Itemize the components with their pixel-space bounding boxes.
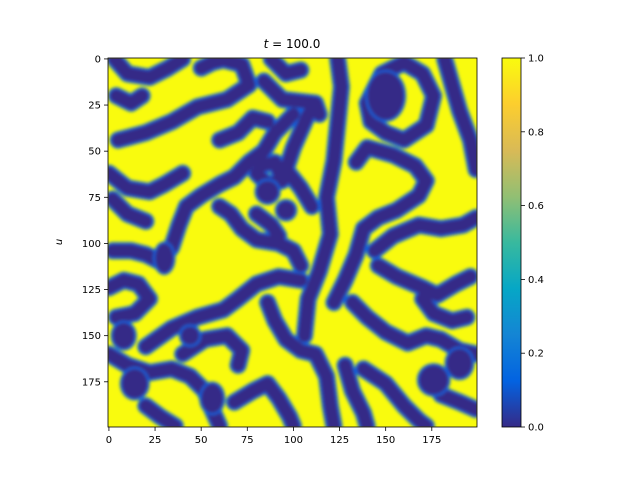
- field-spot: [367, 71, 405, 120]
- field-spot: [112, 322, 135, 349]
- x-tick-label: 125: [330, 435, 349, 446]
- field-valley: [298, 58, 348, 343]
- field-valley: [250, 207, 286, 243]
- field-valley: [371, 259, 477, 302]
- colorbar-tick-label: 0.4: [528, 275, 544, 286]
- colorbar: [501, 57, 522, 428]
- field-valley: [264, 58, 308, 81]
- field-spot: [276, 200, 296, 220]
- x-axis: 0 25 50 75 100 125 150 175: [106, 427, 441, 446]
- colorbar-axis: 0.0 0.2 0.4 0.6 0.8 1.0: [521, 54, 544, 434]
- y-tick-label: 150: [82, 331, 101, 342]
- colorbar-tick-label: 0.0: [528, 423, 544, 434]
- field-valley: [111, 58, 256, 147]
- x-tick-label: 75: [241, 435, 254, 446]
- y-tick-label: 100: [82, 239, 101, 250]
- x-tick-label: 50: [195, 435, 208, 446]
- field-spot: [180, 326, 200, 345]
- y-tick-label: 25: [88, 101, 101, 112]
- field-valley: [176, 329, 249, 372]
- field-valley: [108, 166, 190, 199]
- x-tick-label: 150: [376, 435, 395, 446]
- y-axis: 0 25 50 75 100 125 150 175: [82, 54, 108, 388]
- title-variable: t: [264, 37, 270, 51]
- field-spot: [256, 180, 279, 203]
- field-valley: [213, 111, 275, 147]
- field-valley: [438, 58, 477, 177]
- field-spot: [155, 243, 174, 273]
- field-valley: [108, 58, 190, 84]
- field-valley: [139, 270, 308, 354]
- field-valley: [213, 200, 308, 273]
- field-spot: [446, 348, 473, 379]
- x-tick-label: 0: [106, 435, 112, 446]
- heatmap-field: [108, 58, 477, 427]
- x-tick-label: 100: [284, 435, 303, 446]
- field-valley: [108, 273, 156, 324]
- colorbar-tick-label: 0.6: [528, 201, 544, 212]
- y-tick-label: 75: [88, 193, 101, 204]
- y-tick-label: 175: [82, 377, 101, 388]
- x-tick-label: 25: [149, 435, 162, 446]
- field-valley: [227, 377, 300, 427]
- field-spot: [201, 383, 224, 414]
- field-valley: [139, 399, 182, 427]
- field-valley: [434, 388, 477, 416]
- field-valley: [416, 292, 474, 328]
- field-valley: [360, 58, 441, 147]
- colorbar-tick-label: 0.2: [528, 349, 544, 360]
- plot-frame: [107, 57, 478, 428]
- field-valley: [108, 192, 153, 228]
- y-tick-label: 125: [82, 285, 101, 296]
- chart-title: t = 100.0: [264, 37, 321, 51]
- field-valley: [257, 74, 326, 121]
- field-valley: [261, 296, 341, 427]
- x-tick-label: 175: [422, 435, 441, 446]
- title-value: = 100.0: [268, 37, 320, 51]
- field-spot: [121, 368, 148, 399]
- field-valley: [108, 107, 300, 269]
- heatmap: [108, 58, 477, 427]
- field-valley: [357, 362, 433, 427]
- field-valley: [368, 211, 477, 258]
- field-valley: [109, 89, 149, 110]
- colorbar-tick-label: 0.8: [528, 127, 544, 138]
- field-valley: [327, 141, 433, 309]
- field-valley: [279, 107, 319, 213]
- y-tick-label: 50: [88, 147, 101, 158]
- colorbar-tick-label: 1.0: [528, 54, 544, 65]
- y-tick-label: 0: [95, 54, 101, 65]
- field-valley: [338, 358, 374, 427]
- field-spot: [418, 365, 449, 395]
- y-axis-label: u: [54, 239, 65, 245]
